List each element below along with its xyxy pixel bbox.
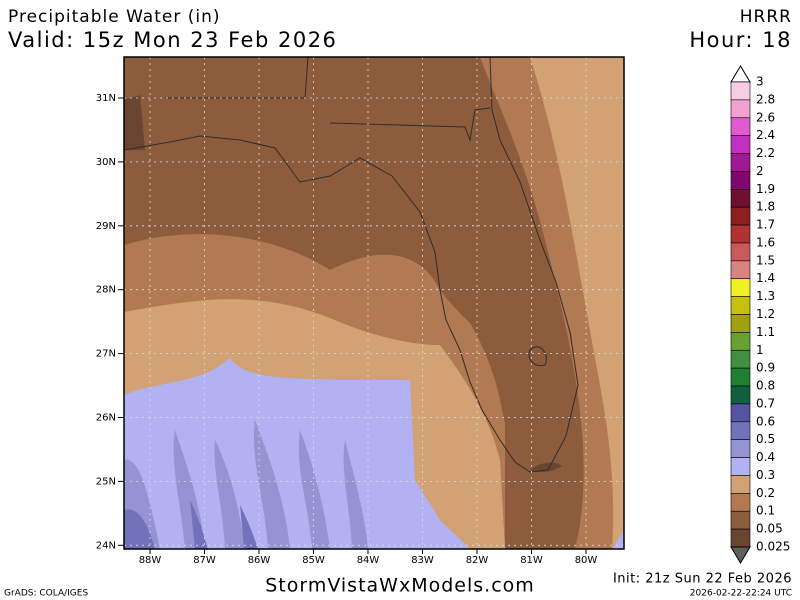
- map-title: Precipitable Water (in): [8, 7, 221, 27]
- colorbar-swatch: [730, 278, 751, 297]
- lat-label: 30N: [96, 157, 116, 168]
- colorbar-swatch: [730, 242, 751, 262]
- colorbar-label: 0.6: [756, 414, 775, 428]
- colorbar-swatch: [730, 135, 751, 154]
- colorbar-label: 2.8: [756, 92, 775, 106]
- valid-time: Valid: 15z Mon 23 Feb 2026: [8, 28, 337, 52]
- field-keys: [530, 462, 562, 473]
- lon-label: 88W: [139, 555, 162, 566]
- colorbar: 3 2.8 2.6 2.4 2.2 2 1.9 1.8 1.7 1.6 1.5 1.4 1.3 1.2 1.…: [730, 65, 790, 564]
- lat-label: 28N: [96, 285, 116, 296]
- lon-label: 80W: [575, 555, 598, 566]
- lon-label: 82W: [466, 555, 489, 566]
- model-name: HRRR: [740, 7, 792, 27]
- colorbar-label: 2: [756, 164, 764, 178]
- colorbar-label: 2.6: [756, 110, 775, 124]
- lon-label: 86W: [248, 555, 271, 566]
- field-streaks-dark: [124, 500, 258, 549]
- colorbar-label: 0.3: [756, 468, 775, 482]
- colorbar-label: 1: [756, 343, 764, 357]
- colorbar-label: 2.2: [756, 146, 775, 160]
- field-darkest: [124, 95, 145, 150]
- software-credit: GrADS: COLA/IGES: [4, 589, 88, 599]
- colorbar-swatch: [730, 403, 751, 423]
- colorbar-swatch: [730, 296, 751, 315]
- lon-label: 83W: [411, 555, 434, 566]
- colorbar-swatch: [730, 528, 751, 548]
- colorbar-label: 1.7: [756, 218, 775, 232]
- lat-label: 29N: [96, 221, 116, 232]
- map-frame: [123, 56, 625, 550]
- colorbar-label: 1.1: [756, 325, 775, 339]
- colorbar-label: 1.5: [756, 253, 775, 267]
- lat-label: 26N: [96, 413, 116, 424]
- colorbar-swatch: [730, 81, 751, 101]
- colorbar-swatch: [730, 421, 751, 440]
- colorbar-swatch: [730, 332, 751, 351]
- colorbar-label: 0.05: [756, 522, 783, 536]
- colorbar-swatch: [730, 189, 751, 208]
- colorbar-label: 1.9: [756, 182, 775, 196]
- forecast-hour: Hour: 18: [689, 28, 792, 52]
- colorbar-label: 0.2: [756, 486, 775, 500]
- site-name: StormVistaWxModels.com: [265, 575, 535, 597]
- field-east-light: [530, 57, 624, 549]
- colorbar-swatch: [730, 260, 751, 280]
- colorbar-swatch: [730, 475, 751, 494]
- map-field: [124, 57, 624, 549]
- timestamp: 2026-02-22-22:24 UTC: [690, 589, 792, 599]
- colorbar-label: 0.4: [756, 450, 775, 464]
- lon-label: 85W: [302, 555, 325, 566]
- lon-label: 81W: [520, 555, 543, 566]
- colorbar-label: 1.6: [756, 235, 775, 249]
- colorbar-label: 1.2: [756, 307, 775, 321]
- lat-label: 31N: [96, 93, 116, 104]
- colorbar-top-arrow: [730, 65, 751, 83]
- colorbar-label: 3: [756, 75, 764, 89]
- colorbar-swatch: [730, 493, 751, 512]
- colorbar-swatch: [730, 349, 751, 369]
- colorbar-label: 1.8: [756, 200, 775, 214]
- colorbar-label: 1.3: [756, 289, 775, 303]
- colorbar-label: 2.4: [756, 128, 775, 142]
- colorbar-bottom-arrow: [730, 546, 751, 564]
- colorbar-swatch: [730, 171, 751, 190]
- field-peninsula: [430, 200, 582, 535]
- colorbar-swatch: [730, 314, 751, 333]
- colorbar-label: 0.5: [756, 432, 775, 446]
- lon-label: 84W: [357, 555, 380, 566]
- init-time: Init: 21z Sun 22 Feb 2026: [613, 572, 792, 587]
- colorbar-swatch: [730, 510, 751, 530]
- colorbar-label: 0.7: [756, 396, 775, 410]
- colorbar-swatch: [730, 224, 751, 244]
- colorbar-swatch: [730, 457, 751, 476]
- colorbar-label: 0.025: [756, 540, 790, 554]
- lat-label: 25N: [96, 476, 116, 487]
- field-lavender-east: [612, 530, 624, 549]
- colorbar-label: 0.8: [756, 379, 775, 393]
- colorbar-swatch: [730, 367, 751, 387]
- field-lavender: [124, 358, 470, 549]
- lon-label: 87W: [193, 555, 216, 566]
- colorbar-label: 1.4: [756, 271, 775, 285]
- colorbar-label: 0.9: [756, 361, 775, 375]
- colorbar-swatch: [730, 99, 751, 119]
- colorbar-label: 0.1: [756, 504, 775, 518]
- colorbar-swatch: [730, 153, 751, 172]
- colorbar-swatch: [730, 117, 751, 136]
- colorbar-swatch: [730, 439, 751, 458]
- graticule: 31N 30N 29N 28N 27N 26N 25N 24N 88W 87W 86W 85W 84W 8…: [96, 57, 624, 566]
- lat-label: 27N: [96, 349, 116, 360]
- colorbar-swatch: [730, 385, 751, 405]
- colorbar-swatch: [730, 206, 751, 226]
- lat-label: 24N: [96, 540, 116, 551]
